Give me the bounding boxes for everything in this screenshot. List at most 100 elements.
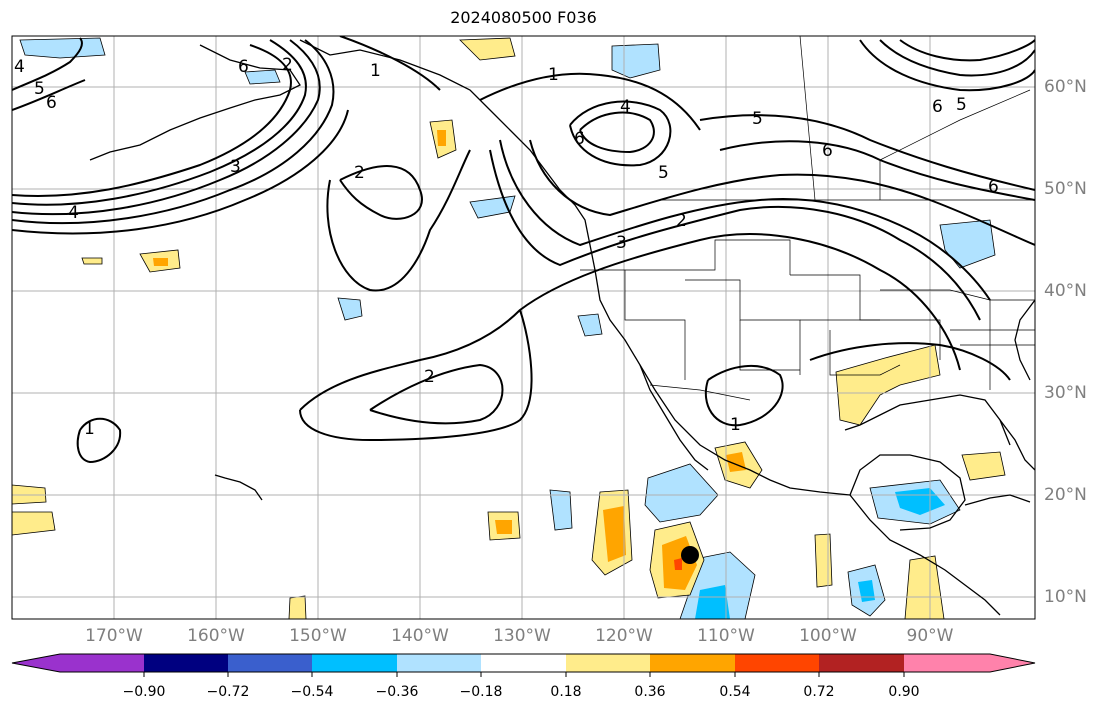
- contour-label: 4: [14, 57, 25, 77]
- contour-label: 2: [424, 367, 435, 387]
- lon-label: 170°W: [85, 626, 143, 646]
- lon-label: 150°W: [289, 626, 347, 646]
- colorbar-tick-label: 0.54: [719, 684, 751, 700]
- contour-2-large: [326, 149, 471, 292]
- contour-label: 2: [354, 163, 365, 183]
- contour-6-east: [719, 140, 1035, 201]
- lon-label: 90°W: [906, 626, 954, 646]
- shade-blue: [549, 489, 573, 531]
- contour-label: 5: [752, 109, 763, 129]
- contour-label: 6: [238, 57, 249, 77]
- contour-label: 1: [548, 65, 559, 85]
- colorbar: [11, 653, 1036, 677]
- contour-label: 4: [620, 97, 631, 117]
- colorbar-tick-label: 0.72: [803, 684, 835, 700]
- contour-label: 6: [932, 97, 943, 117]
- contour: [12, 109, 349, 235]
- contour-label: 5: [34, 79, 45, 99]
- contour-5-east: [699, 114, 1035, 191]
- contour-1-west: [76, 417, 122, 464]
- shade-yellow: [904, 555, 945, 619]
- contour-2-pacific: [339, 165, 423, 220]
- shade-orange: [437, 130, 446, 146]
- colorbar-swatch: [228, 654, 312, 672]
- colorbar-swatch: [735, 654, 819, 672]
- contour: [12, 39, 321, 216]
- contour: [12, 39, 307, 206]
- contour: [12, 44, 292, 197]
- shade-blue: [644, 463, 719, 523]
- colorbar-swatch: [312, 654, 397, 672]
- colorbar-extend-high: [904, 654, 1035, 672]
- colorbar-swatch: [397, 654, 481, 672]
- colorbar-swatch: [481, 654, 566, 672]
- coast-alaska-west: [89, 44, 301, 161]
- contour-5: [569, 100, 672, 167]
- contour-lines: [12, 36, 1035, 464]
- contour-label: 5: [956, 95, 967, 115]
- contour-2-main: [299, 233, 961, 411]
- shade-yellow: [81, 257, 103, 265]
- shade-blue: [577, 313, 603, 337]
- shade-red: [674, 558, 682, 570]
- contour-4: [529, 139, 1035, 246]
- shaded-fields: [12, 37, 1006, 619]
- storm-marker: [681, 546, 699, 564]
- contour-label: 3: [616, 233, 627, 253]
- contour-label: 6: [988, 177, 999, 197]
- lat-label: 10°N: [1044, 587, 1087, 607]
- coast-alaska: [299, 39, 851, 496]
- shade-blue: [337, 297, 363, 321]
- coast-baja: [639, 364, 709, 471]
- contour: [12, 37, 83, 91]
- colorbar-swatch: [819, 654, 904, 672]
- map-frame: [11, 35, 1036, 620]
- colorbar-swatch: [650, 654, 735, 672]
- coast-florida: [999, 419, 1035, 471]
- contour-label: 2: [282, 55, 293, 75]
- shade-yellow: [961, 451, 1006, 481]
- coast-east: [1014, 299, 1035, 381]
- contour-2-outer: [299, 309, 533, 442]
- shade-orange: [495, 520, 512, 534]
- colorbar-tick-label: 0.90: [888, 684, 920, 700]
- contour-ne2: [859, 39, 1035, 92]
- contour-2-inner: [369, 363, 504, 425]
- contour-6: [579, 111, 655, 154]
- lon-label: 160°W: [187, 626, 245, 646]
- contour-ne3: [899, 39, 1035, 62]
- contour-label: 5: [658, 163, 669, 183]
- contour-ne: [879, 39, 1035, 77]
- colorbar-outline: [11, 653, 1036, 673]
- lon-label: 140°W: [391, 626, 449, 646]
- shade-yellow: [288, 595, 307, 619]
- contour-label: 6: [822, 141, 833, 161]
- lon-label: 120°W: [595, 626, 653, 646]
- contour: [12, 79, 86, 111]
- colorbar-tick-label: −0.18: [459, 684, 503, 700]
- coast-yucatan: [849, 454, 966, 531]
- colorbar-tick-label: −0.72: [206, 684, 250, 700]
- colorbar-swatch: [144, 654, 228, 672]
- contour-1-south: [489, 149, 981, 321]
- graticule: [12, 36, 1035, 619]
- lat-label: 30°N: [1044, 383, 1087, 403]
- colorbar-tick-label: −0.36: [375, 684, 419, 700]
- lon-label: 110°W: [697, 626, 755, 646]
- shade-cyan: [695, 585, 730, 619]
- map-title: 2024080500 F036: [450, 8, 597, 27]
- colorbar-tick-label: −0.54: [290, 684, 334, 700]
- contour-label: 1: [730, 415, 741, 435]
- lat-label: 20°N: [1044, 485, 1087, 505]
- hawaii: [214, 474, 263, 501]
- shade-blue: [19, 37, 106, 59]
- contour-labels: 4 5 6 6 2 1 4 6 5 5 6 6 5 6 3 4 2 3 1 2 …: [14, 55, 999, 439]
- shade-yellow: [835, 344, 941, 426]
- contour-1-mexico: [704, 364, 784, 427]
- colorbar-tick-label: −0.90: [122, 684, 166, 700]
- contour: [339, 36, 441, 91]
- coast-cuba: [964, 494, 1031, 506]
- lat-label: 50°N: [1044, 179, 1087, 199]
- lat-label: 40°N: [1044, 281, 1087, 301]
